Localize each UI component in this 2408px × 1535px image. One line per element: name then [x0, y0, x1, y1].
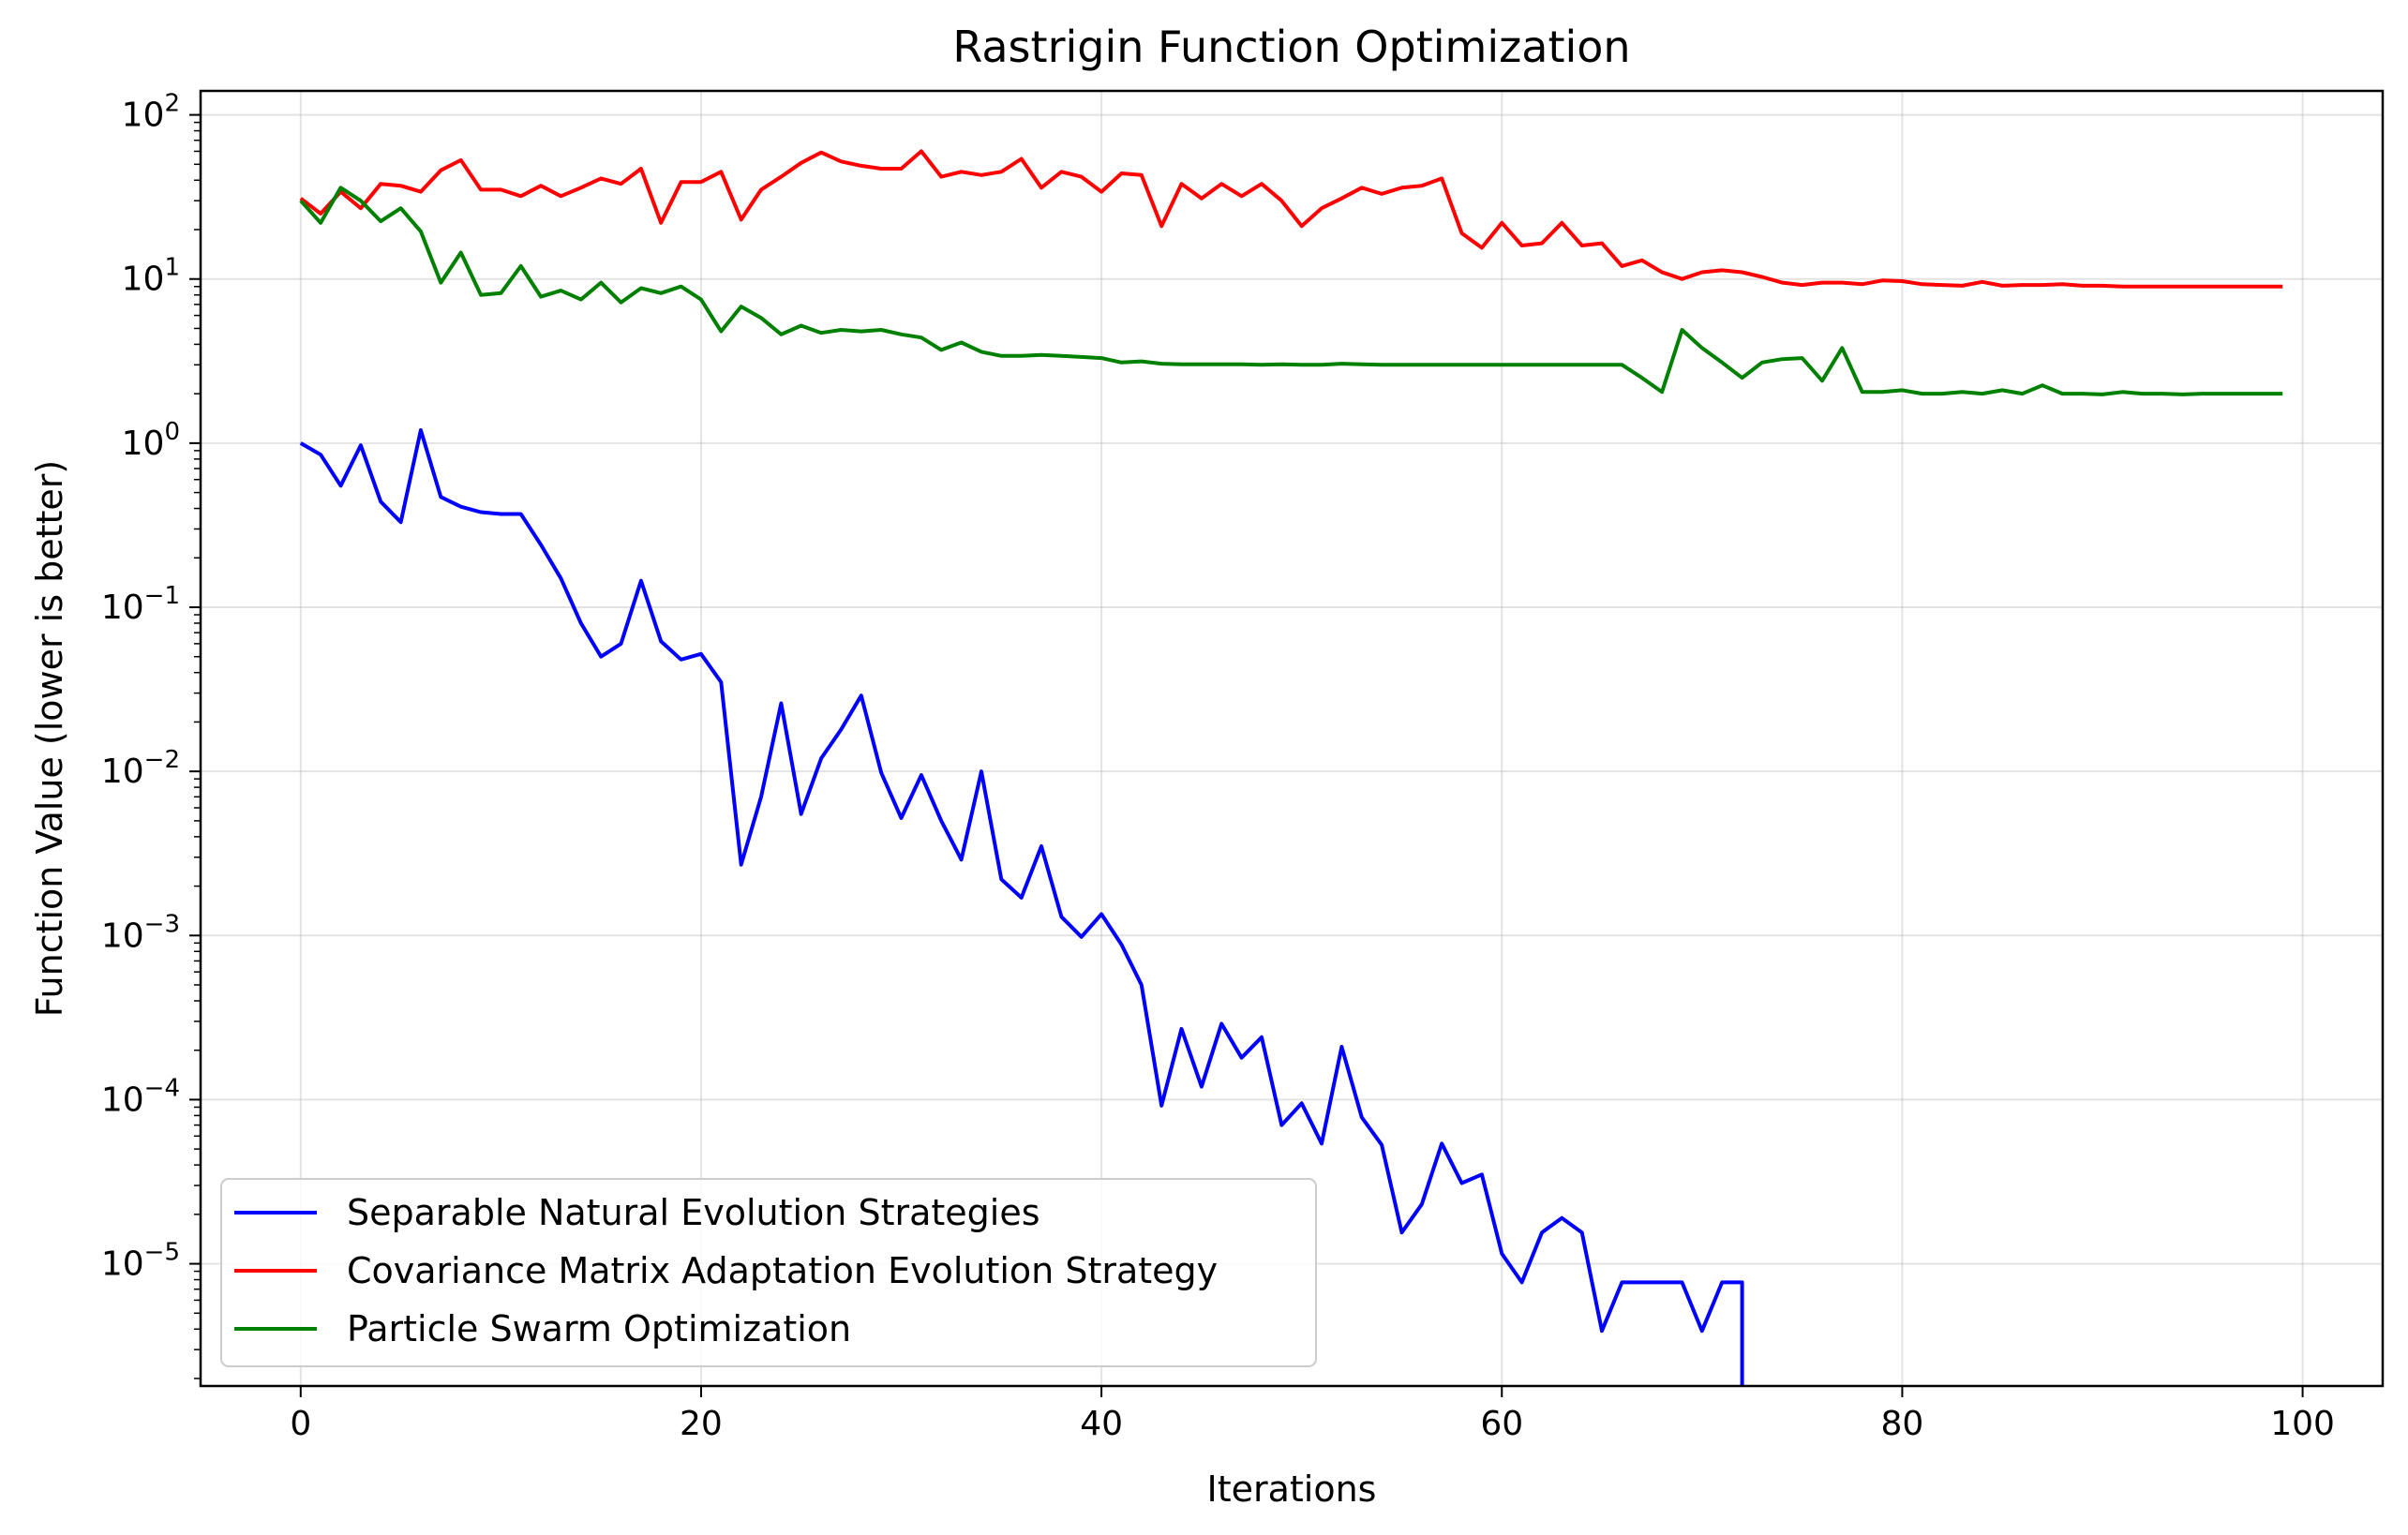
y-axis-title: Function Value (lower is better)	[29, 460, 70, 1018]
chart-title: Rastrigin Function Optimization	[952, 22, 1630, 72]
y-tick-label: 10−5	[101, 1239, 180, 1284]
series-group	[299, 149, 2283, 1386]
legend-box	[220, 1178, 1317, 1367]
x-tick-label: 40	[1080, 1405, 1123, 1443]
y-tick-label: 102	[122, 90, 180, 135]
legend-label-pso: Particle Swarm Optimization	[347, 1308, 851, 1349]
x-tick-label: 100	[2270, 1405, 2335, 1443]
y-tick-label: 10−2	[101, 746, 180, 791]
series-line-1	[299, 149, 2283, 289]
x-tick-label: 0	[290, 1405, 311, 1443]
y-tick-label: 100	[122, 418, 180, 463]
plot-frame	[199, 89, 2385, 1388]
x-tick-label: 80	[1881, 1405, 1924, 1443]
axes-ticks: 0 20 40 60 80 100 102 101 100 10−1 10−2 10−3 10−4 10−…	[101, 90, 2335, 1443]
series-line-2	[299, 186, 2283, 396]
x-tick-label: 60	[1480, 1405, 1523, 1443]
y-tick-label: 10−4	[101, 1074, 180, 1119]
legend: Separable Natural Evolution Strategies C…	[220, 1178, 1317, 1367]
y-tick-label: 10−1	[101, 582, 180, 627]
legend-label-sne: Separable Natural Evolution Strategies	[347, 1192, 1040, 1233]
y-tick-label: 10−3	[101, 910, 180, 955]
x-axis-title: Iterations	[1207, 1468, 1377, 1510]
x-tick-label: 20	[680, 1405, 723, 1443]
legend-label-cmaes: Covariance Matrix Adaptation Evolution S…	[347, 1250, 1218, 1291]
y-tick-label: 101	[122, 254, 180, 299]
series-line-0	[299, 428, 1744, 1386]
